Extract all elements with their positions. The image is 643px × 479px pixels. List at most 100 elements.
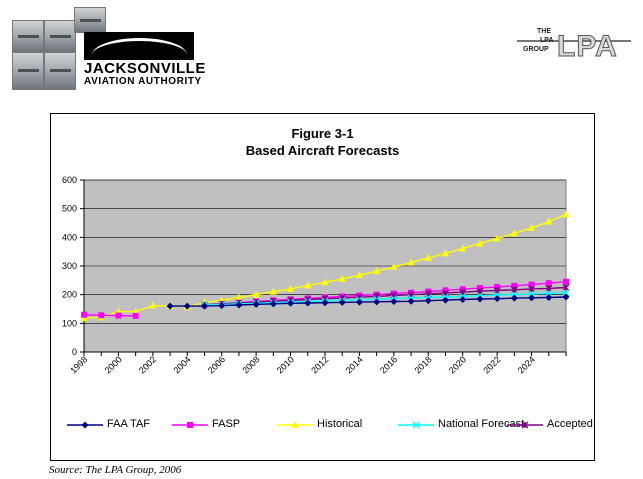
lpa-logo-word-the: THE xyxy=(537,28,551,35)
org-subtitle: AVIATION AUTHORITY xyxy=(84,76,202,87)
legend-marker-national-forecast xyxy=(412,421,420,429)
legend-label-national-forecast: National Forecast xyxy=(438,418,525,430)
x-tick-label: 2012 xyxy=(309,354,330,375)
legend-swatch-accepted xyxy=(507,421,543,429)
x-tick-label: 1998 xyxy=(68,354,89,375)
y-tick-label: 300 xyxy=(62,261,77,271)
data-point-historical xyxy=(493,234,501,242)
legend-swatch-fasp xyxy=(172,422,208,428)
data-point-historical xyxy=(562,210,570,218)
header-photo-4 xyxy=(12,52,44,90)
data-point-faa-taf xyxy=(321,299,329,307)
data-point-fasp xyxy=(511,282,518,289)
x-tick-label: 2002 xyxy=(137,354,158,375)
lpa-logo-word-lpa: LPA xyxy=(540,37,554,44)
lpa-logo-bar xyxy=(517,40,631,42)
data-point-accepted xyxy=(562,284,570,291)
data-point-faa-taf xyxy=(424,297,432,305)
org-name: JACKSONVILLE xyxy=(84,60,206,77)
data-point-national-forecast xyxy=(528,290,536,298)
data-point-historical xyxy=(287,284,295,292)
chart-plot: 0 100 200 300 400 500 600 1998 2000 2002 2004 2006 2… xyxy=(62,175,570,376)
x-tick-label: 2024 xyxy=(516,354,537,375)
data-point-fasp xyxy=(476,285,483,292)
data-point-historical xyxy=(235,293,243,301)
x-tick-label: 2008 xyxy=(240,354,261,375)
x-tick-label: 2010 xyxy=(275,354,296,375)
data-point-faa-taf xyxy=(183,302,191,310)
data-point-accepted xyxy=(528,285,536,293)
series-line-fasp xyxy=(83,281,567,317)
data-point-faa-taf xyxy=(562,293,570,301)
data-point-faa-taf xyxy=(235,301,243,309)
data-point-historical xyxy=(407,258,415,266)
data-point-historical xyxy=(338,274,346,282)
lpa-group-logo: THE LPA GROUP LPA xyxy=(517,28,632,64)
y-tick-label: 400 xyxy=(62,232,77,242)
data-point-faa-taf xyxy=(442,296,449,304)
legend-marker-historical xyxy=(291,421,299,428)
series-line-accepted xyxy=(204,286,567,306)
data-point-fasp xyxy=(81,311,87,318)
chart-subtitle: Based Aircraft Forecasts xyxy=(245,143,400,158)
x-tick-label: 2020 xyxy=(447,354,468,375)
data-point-fasp xyxy=(115,312,122,319)
legend-marker-faa-taf xyxy=(81,421,89,429)
page-header: JACKSONVILLE AVIATION AUTHORITY THE LPA … xyxy=(0,0,643,95)
chart-frame: Figure 3-1 Based Aircraft Forecasts 0 100… xyxy=(50,113,595,461)
data-point-fasp xyxy=(563,278,569,285)
x-tick-label: 2022 xyxy=(481,354,502,375)
series-line-national-forecast xyxy=(204,292,567,306)
x-tick-label: 2018 xyxy=(412,354,433,375)
data-point-fasp xyxy=(98,312,105,319)
data-point-historical xyxy=(132,307,140,315)
data-point-historical xyxy=(304,281,312,289)
data-point-national-forecast xyxy=(562,289,570,297)
data-point-faa-taf xyxy=(269,300,277,308)
x-tick-label: 2004 xyxy=(171,354,192,375)
y-tick-label: 500 xyxy=(62,204,77,214)
legend-label-historical: Historical xyxy=(317,418,363,430)
x-tick-label: 2000 xyxy=(103,354,124,375)
data-point-faa-taf xyxy=(545,294,553,302)
header-photo-2 xyxy=(44,20,76,52)
data-point-historical xyxy=(510,229,518,237)
x-tick-label: 2006 xyxy=(206,354,227,375)
header-photo-5 xyxy=(44,52,76,90)
y-tick-label: 200 xyxy=(62,290,77,300)
chart-legend: FAA TAF FASP Historical National Forecast Ac… xyxy=(51,414,596,436)
data-point-faa-taf xyxy=(476,295,484,303)
legend-swatch-historical xyxy=(277,421,313,428)
data-point-faa-taf xyxy=(407,297,415,305)
data-point-faa-taf xyxy=(373,298,381,306)
data-point-faa-taf xyxy=(510,294,518,302)
y-tick-label: 0 xyxy=(72,347,77,357)
y-tick-label: 600 xyxy=(62,175,77,185)
data-point-faa-taf xyxy=(493,295,501,303)
legend-label-fasp: FASP xyxy=(212,418,241,430)
data-point-faa-taf xyxy=(218,302,226,310)
source-note: Source: The LPA Group, 2006 xyxy=(49,464,182,476)
data-point-historical xyxy=(528,223,536,231)
data-point-faa-taf xyxy=(338,298,346,306)
data-point-historical xyxy=(390,262,398,270)
legend-marker-accepted xyxy=(521,421,529,429)
data-point-faa-taf xyxy=(528,294,536,302)
lpa-logo-mark: LPA xyxy=(557,30,618,64)
x-tick-label: 2014 xyxy=(344,354,365,375)
data-point-historical xyxy=(149,301,157,309)
data-point-national-forecast xyxy=(545,290,553,297)
data-point-historical xyxy=(476,239,484,247)
lpa-logo-word-group: GROUP xyxy=(523,46,549,53)
header-photo-1 xyxy=(12,20,44,52)
data-point-accepted xyxy=(545,284,553,292)
data-point-fasp xyxy=(545,280,552,287)
chart-title: Figure 3-1 xyxy=(291,126,354,141)
x-tick-label: 2016 xyxy=(378,354,399,375)
data-point-historical xyxy=(459,244,467,252)
data-point-historical xyxy=(442,249,449,257)
data-point-historical xyxy=(252,290,260,298)
data-point-faa-taf xyxy=(459,296,467,304)
data-point-historical xyxy=(321,278,329,286)
legend-swatch-national-forecast xyxy=(398,421,434,429)
